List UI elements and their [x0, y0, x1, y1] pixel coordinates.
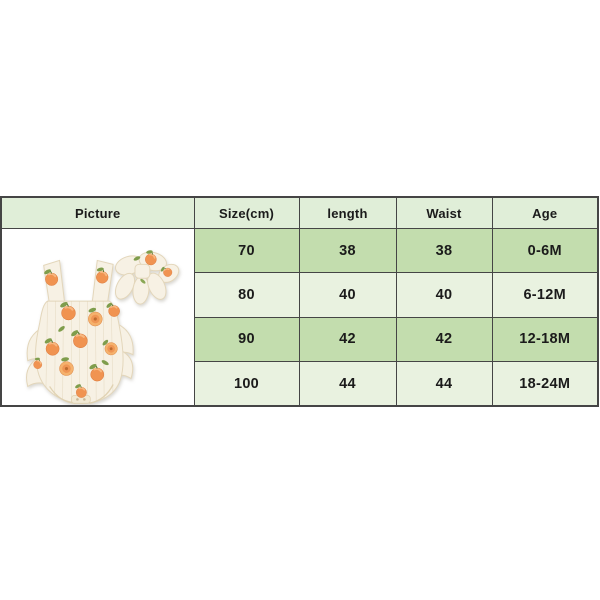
size-chart-image: Picture Size(cm) length Waist Age [0, 196, 599, 407]
col-header-length: length [298, 196, 397, 229]
col-header-size: Size(cm) [193, 196, 300, 229]
length-cell: 42 [298, 316, 397, 363]
col-header-waist: Waist [395, 196, 493, 229]
romper-and-bow-illustration [26, 246, 180, 404]
age-cell: 18-24M [491, 361, 599, 407]
col-header-age: Age [491, 196, 599, 229]
size-cell: 80 [193, 272, 300, 318]
bow-graphic [114, 246, 180, 305]
table-row: 100 44 44 18-24M [1, 361, 599, 407]
col-header-picture: Picture [0, 196, 195, 229]
size-cell: 90 [193, 316, 300, 363]
product-photo [2, 229, 193, 405]
waist-cell: 42 [395, 316, 493, 363]
product-photo-cell [0, 228, 195, 407]
length-cell: 38 [298, 227, 397, 274]
age-cell: 12-18M [491, 316, 599, 363]
size-cell: 100 [193, 361, 300, 407]
header-row: Picture Size(cm) length Waist Age [0, 196, 599, 229]
size-cell: 70 [193, 227, 300, 274]
waist-cell: 44 [395, 361, 493, 407]
age-cell: 6-12M [491, 272, 599, 318]
waist-cell: 40 [395, 272, 493, 318]
waist-cell: 38 [395, 227, 493, 274]
table-row: 90 42 42 12-18M [1, 316, 599, 363]
size-chart-table: Picture Size(cm) length Waist Age [0, 196, 599, 407]
table-row: 70 38 38 0-6M [0, 227, 599, 407]
age-cell: 0-6M [491, 227, 599, 274]
length-cell: 40 [298, 272, 397, 318]
romper-graphic [26, 259, 134, 404]
length-cell: 44 [298, 361, 397, 407]
